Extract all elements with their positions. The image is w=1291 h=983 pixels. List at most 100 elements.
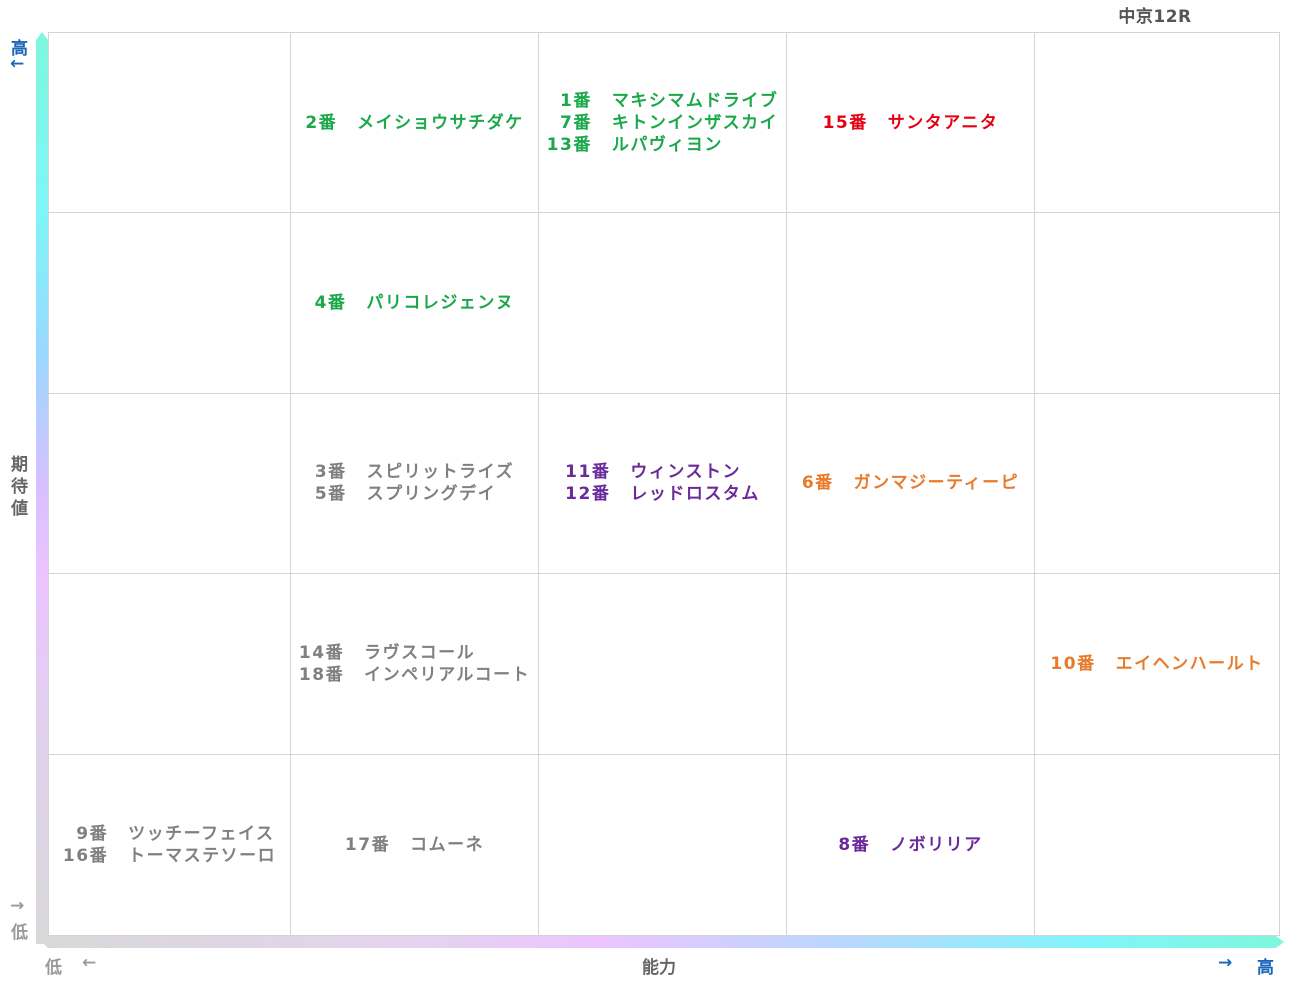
horse-list: 4番 パリコレジェンヌ: [315, 292, 515, 314]
horse-name: スプリングデイ: [366, 484, 497, 505]
grid-cell: [787, 574, 1035, 755]
y-axis-low-arrow-icon: →: [10, 896, 25, 916]
horse-entry: 3番 スピリットライズ: [315, 461, 514, 483]
x-axis-low-arrow-icon: ←: [82, 953, 97, 973]
horse-name: ウィンストン: [630, 462, 741, 483]
horse-name: パリコレジェンヌ: [366, 293, 515, 314]
grid-cell: [1035, 394, 1279, 575]
horse-list: 1番 マキシマムドライブ 7番 キトンインザスカイ 13番 ルパヴィヨン: [547, 90, 779, 156]
horse-entry: 12番 レッドロスタム: [565, 483, 760, 505]
horse-number: 12番: [565, 484, 611, 505]
horse-entry: 1番 マキシマムドライブ: [547, 90, 779, 112]
horse-number: 18番: [298, 664, 345, 685]
horse-number: 16番: [62, 845, 109, 866]
horse-name: サンタアニタ: [887, 112, 999, 133]
grid-cell: 2番 メイショウサチダケ: [291, 33, 539, 214]
grid-cell: 3番 スピリットライズ 5番 スプリングデイ: [291, 393, 539, 575]
grid-cell: 1番 マキシマムドライブ 7番 キトンインザスカイ 13番 ルパヴィヨン: [539, 33, 787, 214]
x-axis-label: 能力: [642, 958, 676, 978]
y-axis-label: 期待値: [11, 455, 28, 519]
quadrant-grid: 2番 メイショウサチダケ 1番 マキシマムドライブ 7番 キトンインザスカイ 13番 ルパヴィ…: [48, 32, 1280, 936]
horse-entry: 9番 ツッチーフェイス: [63, 823, 276, 845]
horse-name: エイヘンハールト: [1115, 653, 1264, 674]
horse-number: 14番: [298, 642, 345, 663]
horse-number: 13番: [546, 134, 592, 155]
horse-number: 15番: [822, 112, 868, 133]
grid-cell: [49, 393, 291, 575]
grid-cell: 10番 エイヘンハールト: [1035, 574, 1279, 755]
horse-entry: 5番 スプリングデイ: [315, 483, 514, 505]
horse-number: 5番: [314, 484, 347, 505]
grid-cell: [539, 574, 787, 755]
horse-entry: 2番 メイショウサチダケ: [305, 112, 523, 134]
horse-number: 8番: [838, 834, 871, 855]
horse-entry: 14番 ラヴスコール: [299, 642, 530, 664]
horse-number: 17番: [344, 834, 391, 855]
horse-list: 3番 スピリットライズ 5番 スプリングデイ: [315, 461, 514, 505]
horse-name: ガンマジーティーピ: [853, 473, 1020, 494]
grid-cell: 4番 パリコレジェンヌ: [291, 213, 539, 394]
horse-entry: 4番 パリコレジェンヌ: [315, 292, 515, 314]
horse-entry: 7番 キトンインザスカイ: [547, 112, 779, 134]
grid-cell: 14番 ラヴスコール 18番 インペリアルコート: [291, 574, 539, 755]
horse-entry: 18番 インペリアルコート: [299, 664, 530, 686]
horse-entry: 8番 ノボリリア: [838, 834, 982, 856]
x-axis-high-label: 高: [1257, 958, 1274, 978]
horse-number: 2番: [305, 112, 338, 133]
grid-cell: 15番 サンタアニタ: [787, 33, 1035, 214]
horse-number: 11番: [565, 462, 611, 483]
horse-list: 10番 エイヘンハールト: [1050, 653, 1263, 675]
horse-name: ツッチーフェイス: [128, 823, 275, 844]
grid-cell: [49, 213, 291, 394]
grid-cell: [539, 754, 787, 935]
horse-name: トーマステソーロ: [128, 845, 277, 866]
horse-entry: 17番 コムーネ: [345, 834, 484, 856]
horse-name: キトンインザスカイ: [611, 112, 779, 133]
horse-list: 2番 メイショウサチダケ: [305, 112, 523, 134]
y-axis-gradient-bar: [36, 32, 48, 944]
horse-number: 3番: [314, 462, 347, 483]
horse-number: 10番: [1050, 653, 1096, 674]
horse-list: 17番 コムーネ: [345, 834, 484, 856]
y-axis-high-arrow-icon: ←: [10, 54, 25, 74]
grid-cell: [1035, 755, 1279, 935]
chart-title: 中京12R: [1118, 7, 1192, 27]
horse-name: スピリットライズ: [366, 462, 515, 483]
y-axis-low-label: 低: [11, 923, 28, 943]
horse-name: ノボリリア: [890, 834, 983, 855]
horse-entry: 6番 ガンマジーティーピ: [802, 472, 1019, 494]
x-axis-low-label: 低: [45, 958, 62, 978]
horse-name: メイショウサチダケ: [357, 112, 524, 133]
horse-entry: 16番 トーマステソーロ: [63, 845, 276, 867]
horse-number: 6番: [801, 473, 834, 494]
horse-entry: 10番 エイヘンハールト: [1050, 653, 1263, 675]
horse-list: 11番 ウィンストン 12番 レッドロスタム: [565, 461, 760, 505]
horse-entry: 13番 ルパヴィヨン: [547, 134, 779, 156]
horse-number: 9番: [76, 823, 109, 844]
x-axis-high-arrow-icon: →: [1218, 953, 1233, 973]
horse-name: レッドロスタム: [630, 484, 760, 505]
horse-entry: 15番 サンタアニタ: [823, 112, 999, 134]
grid-cell: [539, 213, 787, 394]
x-axis-gradient-bar: [36, 936, 1284, 948]
horse-list: 9番 ツッチーフェイス 16番 トーマステソーロ: [63, 823, 276, 867]
grid-cell: [49, 574, 291, 755]
grid-cell: [1035, 213, 1279, 394]
horse-number: 1番: [559, 90, 592, 111]
horse-name: インペリアルコート: [364, 664, 531, 685]
horse-name: ルパヴィヨン: [611, 134, 723, 155]
grid-cell: 11番 ウィンストン 12番 レッドロスタム: [539, 393, 787, 575]
grid-cell: 17番 コムーネ: [291, 754, 539, 935]
grid-cell: [787, 213, 1035, 394]
horse-number: 4番: [314, 293, 347, 314]
grid-cell: 8番 ノボリリア: [787, 754, 1035, 935]
horse-list: 14番 ラヴスコール 18番 インペリアルコート: [299, 642, 530, 686]
grid-cell: 9番 ツッチーフェイス 16番 トーマステソーロ: [49, 754, 291, 935]
grid-cell: [49, 33, 291, 214]
horse-name: コムーネ: [410, 834, 485, 855]
horse-number: 7番: [559, 112, 592, 133]
horse-entry: 11番 ウィンストン: [565, 461, 760, 483]
horse-list: 6番 ガンマジーティーピ: [802, 472, 1019, 494]
horse-list: 15番 サンタアニタ: [823, 112, 999, 134]
horse-name: ラヴスコール: [364, 642, 476, 663]
